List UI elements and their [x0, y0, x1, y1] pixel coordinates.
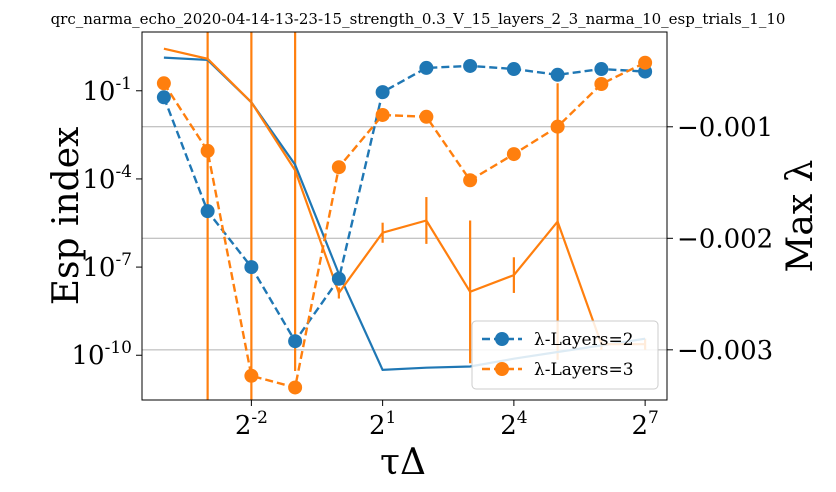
- chart-title: qrc_narma_echo_2020-04-14-13-23-15_stren…: [51, 10, 786, 28]
- data-point: [594, 62, 609, 77]
- y-tick-label-left: 10-4: [82, 162, 132, 195]
- data-point: [244, 368, 259, 383]
- legend-marker: [495, 362, 509, 376]
- y-tick-label-left: 10-1: [82, 74, 132, 107]
- data-point: [288, 334, 303, 349]
- data-point: [638, 55, 653, 70]
- data-point: [463, 58, 478, 73]
- data-point: [550, 119, 565, 134]
- series-line: [162, 61, 646, 389]
- data-point: [244, 260, 259, 275]
- data-point: [288, 380, 303, 395]
- data-point: [419, 109, 434, 124]
- x-tick-label: 27: [631, 408, 658, 441]
- y-axis-label-left: Esp index: [46, 127, 87, 306]
- axis-ticks: 2-2 21 24 27 10-1 10-4 10-7 10-10 −0.001 −0.002 −0…: [72, 74, 774, 441]
- data-point: [331, 271, 346, 286]
- series-line: [163, 47, 646, 346]
- y-tick-label-left: 10-7: [82, 250, 132, 283]
- x-tick-label: 2-2: [235, 408, 268, 441]
- data-point: [156, 76, 171, 91]
- data-point: [331, 160, 346, 175]
- data-point: [419, 60, 434, 75]
- data-point: [200, 143, 215, 158]
- y-tick-label-left: 10-10: [72, 338, 132, 371]
- legend-label: λ-Layers=2: [534, 330, 634, 350]
- legend-marker: [495, 332, 509, 346]
- data-point: [463, 173, 478, 188]
- series-line: [162, 64, 646, 344]
- data-point: [594, 77, 609, 92]
- plot-frame: [141, 31, 668, 401]
- y-tick-label-right: −0.001: [677, 113, 773, 143]
- y-tick-label-right: −0.002: [677, 224, 773, 254]
- data-point: [550, 67, 565, 82]
- data-point: [156, 90, 171, 105]
- grid-lines: [142, 126, 667, 351]
- data-point: [506, 62, 521, 77]
- legend: λ-Layers=2 λ-Layers=3: [471, 320, 659, 390]
- x-tick-label: 21: [369, 408, 396, 441]
- y-tick-label-right: −0.003: [677, 336, 773, 366]
- x-tick-label: 24: [500, 408, 527, 441]
- data-point: [200, 204, 215, 219]
- x-axis-label: τΔ: [380, 442, 426, 483]
- y-axis-label-right: Max λ: [780, 160, 821, 273]
- data-point: [375, 107, 390, 122]
- data-point: [506, 147, 521, 162]
- data-point: [375, 85, 390, 100]
- legend-label: λ-Layers=3: [534, 360, 634, 380]
